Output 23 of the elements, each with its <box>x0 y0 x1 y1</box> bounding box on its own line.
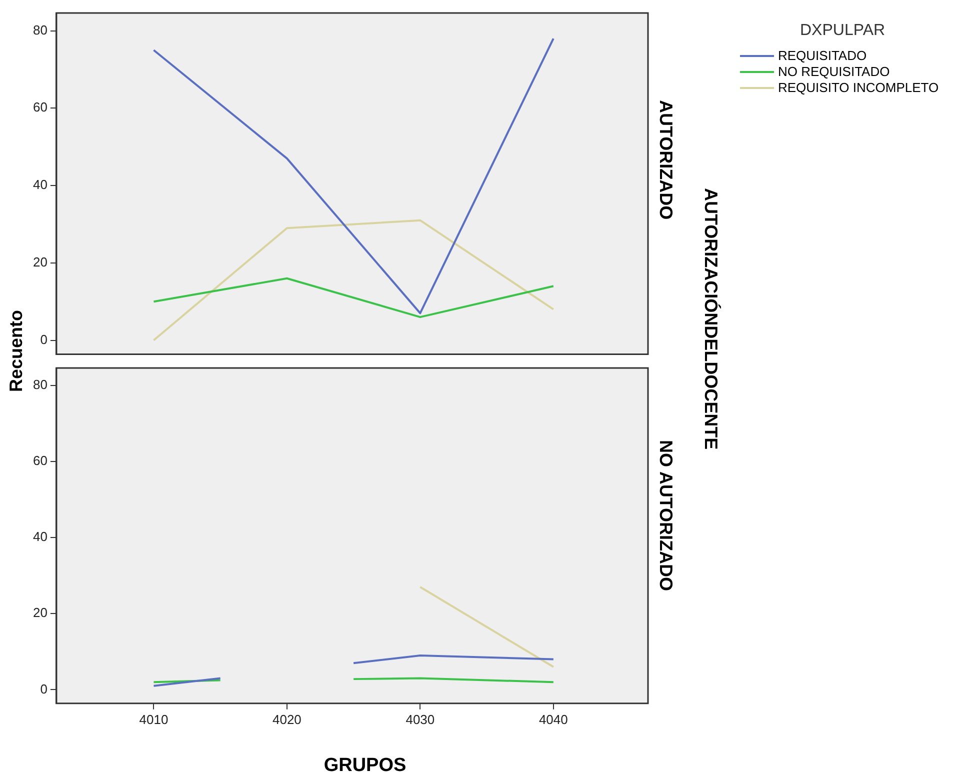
legend-title: DXPULPAR <box>800 22 886 40</box>
y-tick-label: 0 <box>40 332 48 347</box>
y-tick-label: 80 <box>32 377 48 392</box>
x-axis-title: GRUPOS <box>322 755 408 777</box>
y-tick-label: 60 <box>32 453 48 468</box>
x-tick-label: 4010 <box>139 712 168 727</box>
legend-label: REQUISITADO <box>778 48 867 63</box>
x-tick-label: 4020 <box>272 712 302 727</box>
text: AUTORIZADO <box>655 100 676 220</box>
y-tick-label: 60 <box>32 100 48 115</box>
legend-label: REQUISITO INCOMPLETO <box>778 80 939 95</box>
y-axis-title: Recuento <box>6 310 27 392</box>
text: NO AUTORIZADO <box>655 440 676 591</box>
y-tick-label: 20 <box>32 605 48 620</box>
legend-label: NO REQUISITADO <box>778 64 890 79</box>
y-tick-label: 0 <box>40 681 48 696</box>
y-tick-label: 80 <box>32 22 48 38</box>
y-tick-label: 40 <box>32 529 48 544</box>
y-tick-label: 20 <box>32 254 48 270</box>
x-tick-label: 4030 <box>406 712 435 727</box>
x-tick-label: 4040 <box>538 712 568 727</box>
text: AUTORIZACIÓNDELDOCENTE <box>700 188 721 450</box>
y-tick-label: 40 <box>32 177 48 192</box>
